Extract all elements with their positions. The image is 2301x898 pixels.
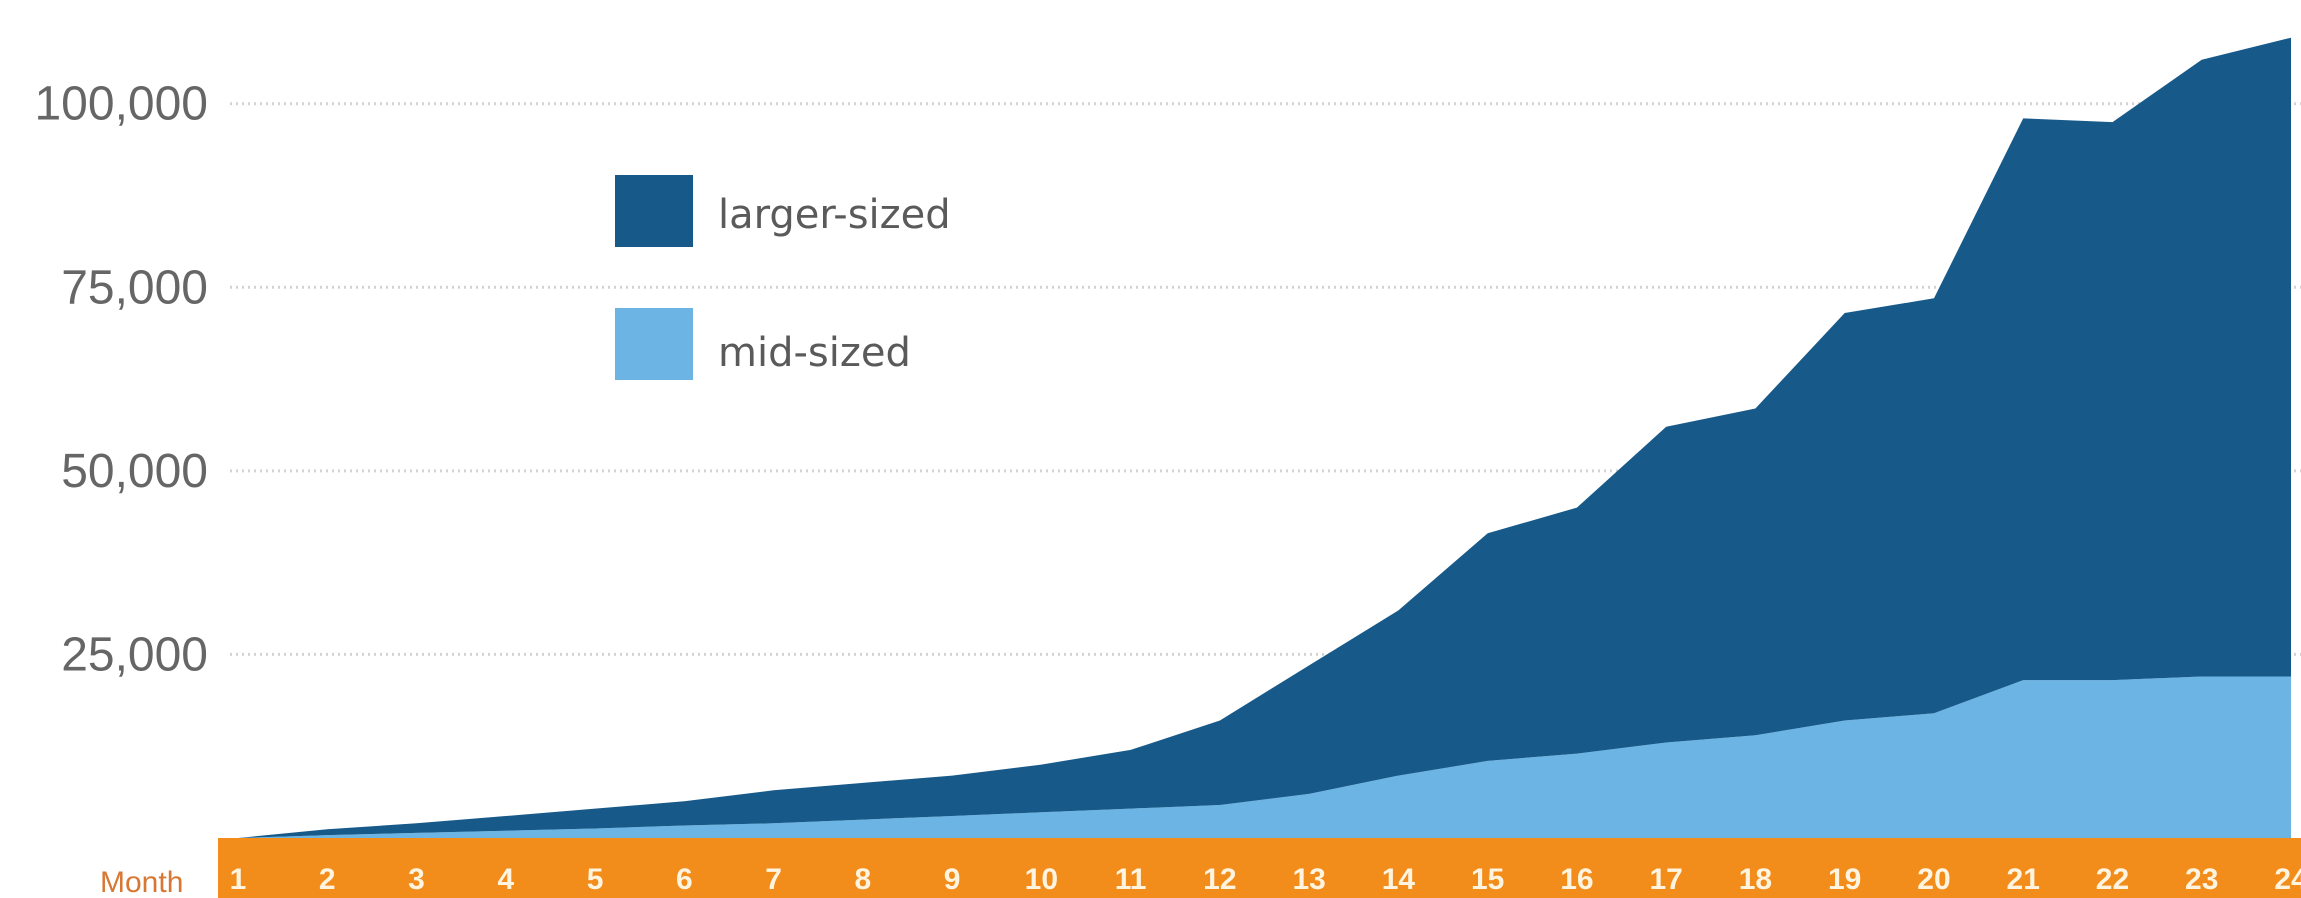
y-tick-label: 25,000 <box>61 628 208 681</box>
x-axis-ticks: 1 2 3 4 5 6 7 8 9 10 11 12 13 14 15 16 17 18 19 20 21 22 23 24 <box>230 863 2301 896</box>
x-tick-label: 6 <box>676 863 693 896</box>
x-tick-label: 18 <box>1739 863 1772 896</box>
x-tick-label: 19 <box>1828 863 1861 896</box>
x-tick-label: 21 <box>2007 863 2040 896</box>
x-tick-label: 2 <box>319 863 336 896</box>
x-tick-label: 11 <box>1115 863 1147 896</box>
legend-label-mid-sized: mid-sized <box>718 330 911 376</box>
x-tick-label: 3 <box>408 863 425 896</box>
legend-swatch-larger-sized <box>615 175 693 247</box>
x-tick-label: 23 <box>2185 863 2218 896</box>
x-tick-label: 10 <box>1025 863 1058 896</box>
x-tick-label: 1 <box>230 863 247 896</box>
y-tick-label: 100,000 <box>34 78 208 131</box>
x-tick-label: 5 <box>587 863 604 896</box>
x-tick-label: 17 <box>1649 863 1682 896</box>
legend-swatch-mid-sized <box>615 308 693 380</box>
area-mid-sized <box>238 676 2291 838</box>
x-tick-label: 20 <box>1917 863 1950 896</box>
x-axis: Month 1 2 3 4 5 6 7 8 9 10 11 12 13 14 15 16 17 18 19 20 21 2… <box>100 838 2301 898</box>
x-tick-label: 24 <box>2274 863 2301 896</box>
x-tick-label: 4 <box>497 863 514 896</box>
x-axis-band <box>218 838 2301 898</box>
area-larger-sized <box>238 37 2291 838</box>
y-tick-label: 50,000 <box>61 445 208 498</box>
x-tick-label: 13 <box>1292 863 1325 896</box>
legend-label-larger-sized: larger-sized <box>718 192 951 238</box>
x-axis-prefix-label: Month <box>100 866 183 898</box>
legend: larger-sized mid-sized <box>615 175 951 380</box>
x-tick-label: 22 <box>2096 863 2129 896</box>
x-tick-label: 9 <box>944 863 961 896</box>
area-series <box>238 37 2291 838</box>
x-tick-label: 7 <box>765 863 782 896</box>
y-tick-label: 75,000 <box>61 261 208 314</box>
x-tick-label: 14 <box>1382 863 1416 896</box>
x-tick-label: 16 <box>1560 863 1593 896</box>
x-tick-label: 8 <box>854 863 871 896</box>
x-tick-label: 15 <box>1471 863 1504 896</box>
x-tick-label: 12 <box>1203 863 1236 896</box>
y-axis-ticks: 25,000 50,000 75,000 100,000 <box>34 78 208 682</box>
